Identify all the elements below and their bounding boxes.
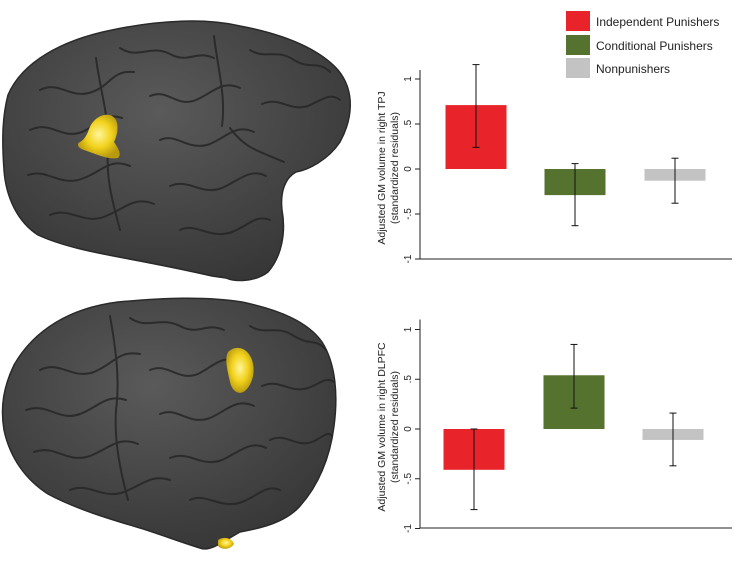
brain-render-tpj (2, 20, 351, 282)
y-tick-label: 0 (403, 426, 414, 432)
activation-blob-small (218, 537, 234, 549)
y-tick-label: -.5 (403, 208, 414, 220)
y-tick-label: .5 (403, 119, 414, 128)
legend-label: Independent Punishers (596, 15, 719, 29)
brain-surface (1, 297, 337, 550)
y-axis-title: Adjusted GM volume in right TPJ (376, 91, 388, 244)
legend-label: Conditional Punishers (596, 39, 713, 53)
legend-item: Conditional Punishers (566, 35, 713, 55)
activation-blob (77, 114, 120, 159)
y-tick-label: -1 (403, 524, 414, 533)
legend-swatch-conditional (566, 35, 590, 55)
y-tick-label: 1 (403, 76, 414, 82)
y-axis-subtitle: (standardized residuals) (389, 112, 401, 224)
legend-label: Nonpunishers (596, 62, 670, 76)
y-tick-label: .5 (403, 375, 414, 384)
brain-surface (2, 20, 351, 282)
y-axis-subtitle: (standardized residuals) (389, 371, 401, 483)
brain-render-dlpfc (1, 297, 337, 550)
y-tick-label: -1 (403, 254, 414, 263)
legend-swatch-nonpunishers (566, 58, 590, 78)
y-tick-label: -.5 (403, 472, 414, 484)
legend-item: Independent Punishers (566, 11, 719, 31)
legend-item: Nonpunishers (566, 58, 670, 78)
sulci-lines (25, 315, 335, 506)
y-tick-label: 1 (403, 326, 414, 332)
y-tick-label: 0 (403, 166, 414, 172)
y-axis-title: Adjusted GM volume in right DLPFC (376, 342, 388, 512)
legend-swatch-independent (566, 11, 590, 31)
legend: Independent Punishers Conditional Punish… (566, 11, 719, 78)
bar-chart-tpj: Adjusted GM volume in right TPJ (standar… (376, 64, 732, 263)
bar-chart-dlpfc: Adjusted GM volume in right DLPFC (stand… (376, 319, 732, 533)
activation-blob (226, 347, 254, 393)
